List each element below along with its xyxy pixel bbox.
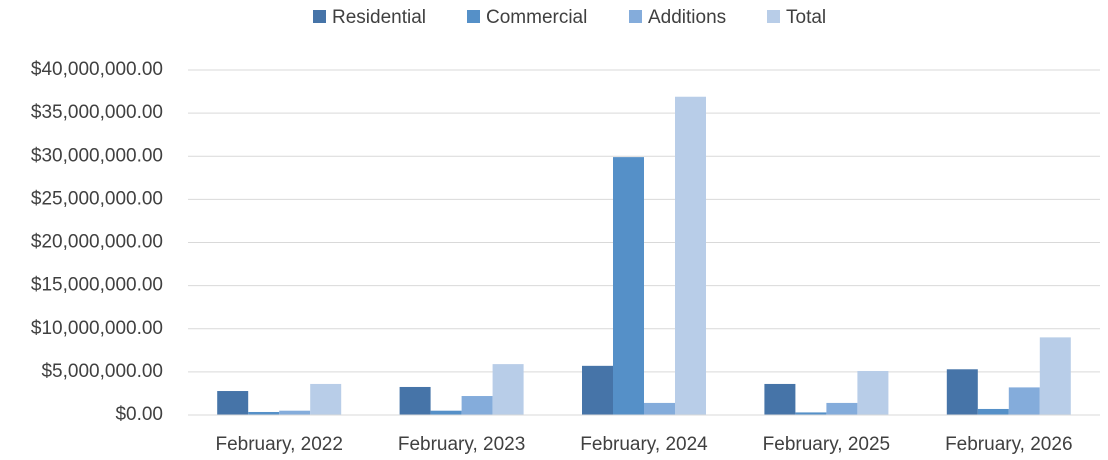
bar [644, 402, 675, 415]
x-tick-label: February, 2023 [398, 434, 525, 455]
y-tick-label: $10,000,000.00 [31, 318, 163, 339]
bar [764, 383, 796, 415]
y-tick-label: $15,000,000.00 [31, 275, 163, 296]
x-tick-label: February, 2022 [215, 434, 342, 455]
legend-label: Total [786, 7, 826, 28]
bar [310, 383, 342, 415]
bar [857, 371, 889, 415]
bar [1008, 387, 1040, 415]
y-tick-label: $25,000,000.00 [31, 188, 163, 209]
legend-label: Residential [332, 7, 426, 28]
bar [946, 369, 978, 415]
x-tick-label: February, 2024 [580, 434, 708, 455]
bar [217, 391, 249, 415]
y-tick-label: $5,000,000.00 [41, 361, 163, 382]
legend-swatch [629, 10, 642, 23]
bar [613, 157, 644, 416]
bar [826, 402, 858, 415]
x-tick-label: February, 2026 [945, 434, 1072, 455]
y-tick-label: $35,000,000.00 [31, 102, 163, 123]
y-tick-label: $20,000,000.00 [31, 232, 163, 253]
bar [461, 396, 493, 415]
bar [1039, 337, 1071, 415]
legend-swatch [313, 10, 326, 23]
bar [492, 364, 524, 415]
bar [399, 386, 431, 415]
legend-label: Additions [648, 7, 726, 28]
bar [279, 410, 311, 415]
y-tick-label: $0.00 [115, 404, 163, 425]
y-tick-label: $40,000,000.00 [31, 59, 163, 80]
legend-swatch [767, 10, 780, 23]
x-tick-label: February, 2025 [763, 434, 890, 455]
bar [430, 410, 462, 415]
legend-swatch [467, 10, 480, 23]
bar [248, 411, 280, 415]
legend-label: Commercial [486, 7, 587, 28]
bar [582, 365, 613, 415]
bar [795, 412, 827, 415]
bar [977, 408, 1009, 415]
y-tick-label: $30,000,000.00 [31, 145, 163, 166]
bar [675, 96, 706, 416]
